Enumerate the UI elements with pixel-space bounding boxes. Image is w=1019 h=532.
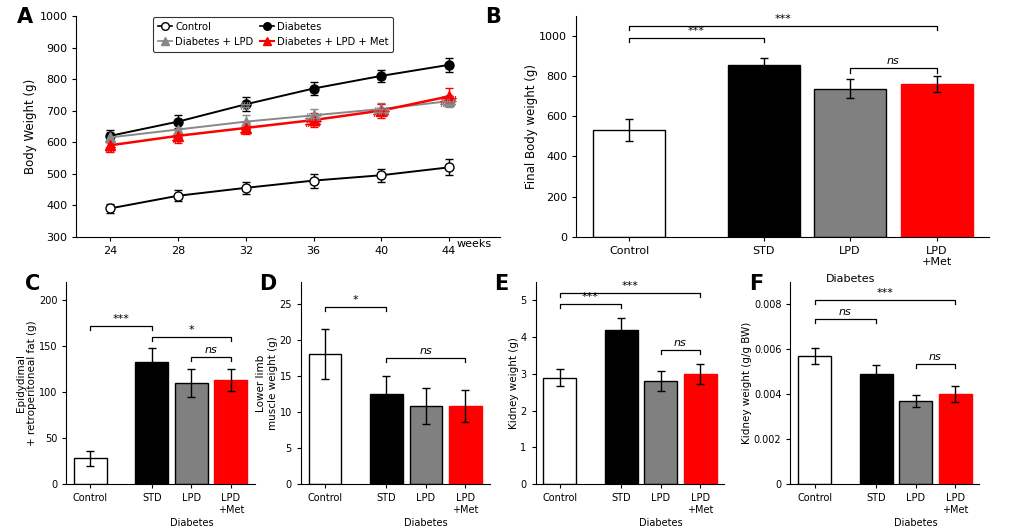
Text: C: C [24, 274, 40, 294]
Text: ###: ### [440, 99, 458, 109]
Text: *: * [353, 295, 359, 305]
Bar [174, 383, 208, 484]
Text: A: A [17, 7, 34, 27]
Text: Diabetes: Diabetes [824, 275, 874, 284]
Bar [409, 406, 442, 484]
Bar [136, 362, 168, 484]
Bar [859, 374, 892, 484]
Bar [643, 381, 677, 484]
Bar [309, 354, 341, 484]
Bar [74, 459, 107, 484]
Y-axis label: Kidney weight (g/g BW): Kidney weight (g/g BW) [742, 322, 752, 444]
Y-axis label: Final Body weight (g): Final Body weight (g) [525, 64, 537, 189]
Text: ns: ns [205, 345, 217, 355]
Legend: Control, Diabetes + LPD, Diabetes, Diabetes + LPD + Met: Control, Diabetes + LPD, Diabetes, Diabe… [153, 16, 393, 52]
Text: ns: ns [887, 56, 899, 66]
Bar [448, 406, 481, 484]
Text: ***: *** [875, 288, 893, 298]
Bar [604, 330, 637, 484]
Bar [543, 378, 576, 484]
Text: ns: ns [839, 307, 851, 317]
Text: ###: ### [305, 119, 322, 129]
Text: ###: ### [372, 110, 389, 119]
Text: ###: ### [440, 96, 458, 105]
Text: ###: ### [372, 107, 389, 117]
Bar [370, 394, 403, 484]
Text: ns: ns [928, 352, 941, 362]
Bar [727, 65, 799, 237]
Bar [937, 394, 970, 484]
Bar [798, 356, 830, 484]
Text: Diabetes: Diabetes [404, 519, 447, 528]
Bar [900, 84, 972, 237]
Bar [592, 130, 664, 237]
Text: ##: ## [172, 135, 183, 145]
Text: *: * [189, 325, 194, 335]
Y-axis label: Lower limb
muscle weight (g): Lower limb muscle weight (g) [256, 336, 278, 430]
Text: ***: *** [773, 14, 791, 24]
Bar [813, 89, 886, 237]
Text: ###: ### [305, 113, 322, 123]
Text: ***: *** [621, 281, 638, 291]
Text: B: B [485, 7, 500, 27]
Bar [214, 380, 247, 484]
Text: ns: ns [674, 338, 686, 348]
Text: Diabetes: Diabetes [893, 519, 936, 528]
Y-axis label: Kidney weight (g): Kidney weight (g) [508, 337, 519, 429]
Text: ***: *** [687, 26, 704, 36]
Text: ##: ## [239, 102, 252, 112]
Text: F: F [748, 274, 762, 294]
Text: ***: *** [113, 314, 129, 324]
Text: ns: ns [419, 346, 432, 356]
Text: ##: ## [104, 145, 116, 155]
Text: Diabetes: Diabetes [638, 519, 682, 528]
Text: D: D [259, 274, 276, 294]
Text: E: E [493, 274, 507, 294]
Text: Diabetes: Diabetes [169, 519, 213, 528]
Bar [898, 401, 931, 484]
Text: weeks: weeks [455, 239, 491, 249]
Y-axis label: Epidydimal
+ retroperitoneal fat (g): Epidydimal + retroperitoneal fat (g) [15, 320, 38, 446]
Bar [683, 374, 715, 484]
Text: ##: ## [239, 127, 252, 137]
Y-axis label: Body Weight (g): Body Weight (g) [23, 79, 37, 174]
Text: ***: *** [582, 292, 598, 302]
